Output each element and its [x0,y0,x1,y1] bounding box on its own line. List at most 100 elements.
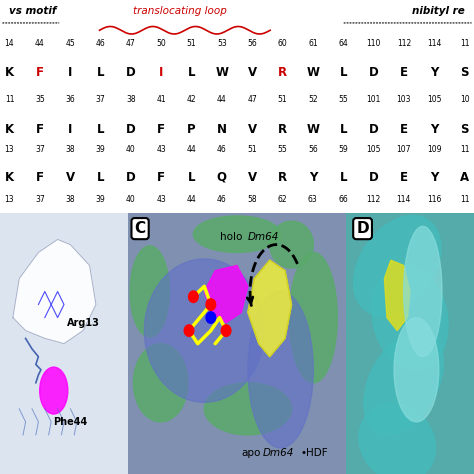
Text: Y: Y [430,123,438,136]
Text: L: L [339,123,347,136]
Text: F: F [36,220,44,234]
Circle shape [221,325,231,337]
Text: 47: 47 [126,39,136,48]
Ellipse shape [130,246,169,337]
Text: D: D [369,220,378,234]
Text: 63: 63 [308,195,318,204]
Text: E: E [400,171,408,183]
Text: 59: 59 [338,146,348,155]
Polygon shape [204,265,248,323]
Ellipse shape [359,403,436,474]
Polygon shape [13,239,96,344]
Text: L: L [188,66,195,79]
Ellipse shape [134,344,188,422]
Text: Phe44: Phe44 [53,417,88,427]
Ellipse shape [403,227,442,357]
Text: Y: Y [157,220,165,234]
Text: 112: 112 [397,39,411,48]
Text: 37: 37 [96,95,105,104]
Text: L: L [339,220,347,234]
Text: C: C [135,221,146,236]
Text: Y: Y [430,220,438,234]
Ellipse shape [372,264,448,371]
Text: Y: Y [430,171,438,183]
Text: 40: 40 [126,195,136,204]
Text: K: K [5,123,14,136]
Text: 51: 51 [278,95,287,104]
Polygon shape [384,260,410,330]
Text: S: S [218,220,226,234]
Text: 42: 42 [187,95,196,104]
Text: 114: 114 [397,195,411,204]
Text: V: V [65,171,75,183]
Text: L: L [339,66,347,79]
Text: 55: 55 [338,95,348,104]
Ellipse shape [248,292,313,448]
Text: 11: 11 [460,39,469,48]
Text: 105: 105 [366,146,381,155]
Circle shape [206,299,216,310]
Circle shape [206,312,216,323]
Text: F: F [36,123,44,136]
Text: nibityl re: nibityl re [412,6,465,16]
Text: 37: 37 [35,146,45,155]
Text: 56: 56 [308,146,318,155]
Text: 37: 37 [35,195,45,204]
Ellipse shape [193,216,281,252]
Text: 11: 11 [460,146,469,155]
Text: 101: 101 [366,95,381,104]
Text: 38: 38 [65,195,75,204]
Text: 103: 103 [397,95,411,104]
Circle shape [184,325,194,337]
Text: 14: 14 [5,39,14,48]
Text: W: W [306,66,319,79]
Text: apo: apo [241,448,261,458]
Text: 44: 44 [187,195,196,204]
Ellipse shape [270,221,313,268]
Text: D: D [369,66,378,79]
Text: W: W [215,66,228,79]
Ellipse shape [394,318,439,422]
Text: 112: 112 [366,195,381,204]
Text: vs motif: vs motif [9,6,57,16]
Ellipse shape [364,331,444,435]
Text: Y: Y [460,220,469,234]
Text: 64: 64 [338,39,348,48]
Text: I: I [68,66,73,79]
Text: K: K [5,220,14,234]
Text: 116: 116 [427,195,441,204]
Text: E: E [400,66,408,79]
Text: F: F [36,171,44,183]
Text: F: F [36,66,44,79]
Text: Dm64: Dm64 [248,231,279,242]
Text: Arg13: Arg13 [66,318,100,328]
Text: D: D [126,123,136,136]
Text: 13: 13 [5,195,14,204]
Ellipse shape [289,252,337,383]
Text: S: S [460,123,469,136]
Text: W: W [306,123,319,136]
Text: 50: 50 [156,39,166,48]
Text: P: P [187,123,196,136]
Text: I: I [159,66,164,79]
Text: V: V [65,220,75,234]
Text: V: V [247,66,257,79]
Text: 46: 46 [96,39,105,48]
Text: D: D [126,220,136,234]
Text: holo: holo [219,231,242,242]
Text: R: R [278,66,287,79]
Text: 61: 61 [308,39,318,48]
Text: 51: 51 [187,39,196,48]
Text: K: K [5,66,14,79]
Text: 40: 40 [126,146,136,155]
Text: 110: 110 [366,39,381,48]
Text: N: N [217,123,227,136]
Text: 38: 38 [126,95,136,104]
Text: 60: 60 [278,39,287,48]
Text: D: D [399,220,409,234]
Text: D: D [356,221,369,236]
Text: D: D [369,171,378,183]
Text: L: L [188,171,195,183]
Text: M: M [186,220,197,234]
Ellipse shape [354,216,441,315]
